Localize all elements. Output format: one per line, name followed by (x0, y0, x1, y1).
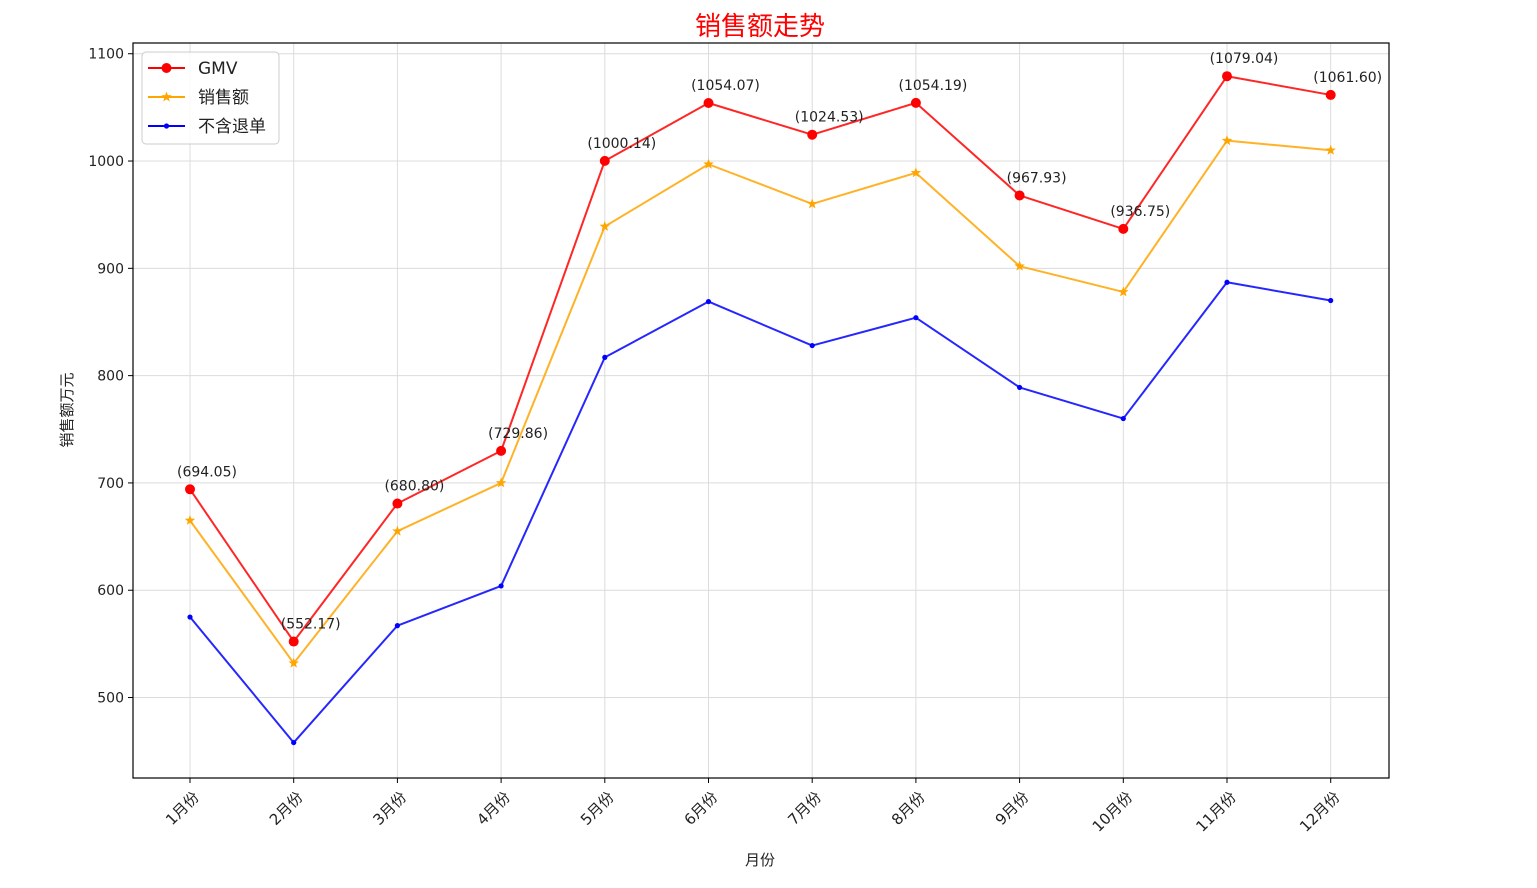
data-point (809, 342, 815, 349)
series-lines (184, 71, 1336, 746)
data-annotation: (680.80) (384, 479, 444, 495)
x-tick-label: 11月份 (1192, 788, 1239, 835)
legend-item: GMV (148, 59, 238, 79)
data-point (187, 614, 193, 620)
data-point (392, 498, 403, 509)
data-point (910, 167, 922, 178)
x-axis-label: 月份 (745, 851, 775, 869)
data-point (1328, 297, 1334, 304)
data-annotation: (1061.60) (1313, 70, 1382, 86)
data-point (496, 445, 507, 456)
data-point (163, 123, 170, 129)
data-point (288, 657, 299, 668)
legend-item: 销售额 (148, 88, 249, 108)
data-point (1014, 190, 1025, 201)
data-annotation: (1054.19) (898, 78, 967, 94)
data-point (498, 583, 504, 589)
data-point (807, 129, 818, 140)
data-point (1118, 223, 1129, 234)
data-point (705, 298, 712, 305)
series-销售额 (184, 135, 1336, 668)
y-axis-ticks: 500 600 700 800 900 1000 1100 (88, 47, 133, 707)
data-point (291, 739, 297, 746)
y-tick-label: 700 (97, 476, 124, 492)
x-tick-label: 8月份 (888, 788, 929, 829)
y-tick-label: 500 (97, 691, 124, 707)
data-point (1014, 260, 1025, 271)
data-annotation: (967.93) (1007, 170, 1067, 186)
x-tick-label: 3月份 (370, 788, 411, 829)
x-tick-label: 6月份 (681, 788, 722, 829)
data-annotation: (1079.04) (1210, 51, 1279, 67)
data-point (392, 525, 403, 536)
series-GMV (185, 71, 1336, 647)
series-line (189, 139, 1331, 665)
data-point (1118, 286, 1129, 297)
data-point (599, 220, 611, 231)
x-axis-ticks: 1月份 2月份 3月份 4月份 5月份 6月份 7月份 8月份 9月份 10月份 11月份 12月份 (162, 778, 1344, 836)
y-tick-label: 1100 (88, 47, 124, 63)
data-point (602, 354, 608, 360)
y-axis-label: 销售额万元 (58, 372, 76, 447)
data-point (161, 63, 172, 73)
plot-area-frame (132, 42, 1390, 779)
legend-label: GMV (198, 59, 238, 79)
data-annotation: (552.17) (281, 617, 341, 633)
data-point (1017, 384, 1023, 391)
data-annotation: (1000.14) (587, 136, 656, 152)
data-point (913, 315, 919, 321)
series-line (189, 75, 1331, 643)
data-point (703, 158, 714, 169)
data-point (184, 514, 196, 525)
data-annotation: (1024.53) (795, 110, 864, 126)
legend-item: 不含退单 (148, 117, 266, 137)
x-tick-label: 12月份 (1296, 788, 1343, 835)
x-tick-label: 10月份 (1089, 788, 1136, 835)
data-point (703, 98, 714, 109)
data-point (394, 623, 400, 629)
x-tick-label: 7月份 (784, 788, 825, 829)
data-annotation: (694.05) (177, 464, 237, 480)
legend-label: 销售额 (198, 88, 249, 108)
x-tick-label: 5月份 (577, 788, 618, 829)
data-point (1325, 144, 1336, 155)
data-point (161, 91, 172, 102)
y-tick-label: 1000 (88, 154, 124, 170)
series-line (189, 281, 1331, 744)
data-point (1120, 415, 1126, 422)
y-tick-label: 900 (97, 261, 124, 277)
data-point (1222, 71, 1232, 82)
data-annotation: (1054.07) (691, 78, 760, 94)
grid-lines (133, 43, 1389, 778)
data-annotations: (694.05) (552.17) (680.80) (729.86) (1000.14… (177, 51, 1382, 632)
y-tick-label: 800 (97, 369, 124, 385)
data-point (806, 198, 818, 209)
data-point (910, 97, 921, 108)
chart-title: 销售额走势 (695, 12, 825, 42)
x-tick-label: 2月份 (266, 788, 307, 829)
x-tick-label: 9月份 (992, 788, 1033, 829)
data-point (185, 484, 195, 495)
data-point (1221, 135, 1233, 146)
data-point (288, 636, 299, 647)
data-point (1224, 279, 1230, 285)
y-tick-label: 600 (97, 583, 124, 599)
legend-box (141, 51, 280, 145)
series-不含退单 (187, 279, 1334, 746)
x-tick-label: 1月份 (162, 788, 203, 829)
data-point (599, 155, 610, 166)
x-tick-label: 4月份 (473, 788, 514, 829)
data-annotation: (936.75) (1110, 204, 1170, 220)
data-point (495, 477, 507, 488)
legend-label: 不含退单 (198, 117, 266, 137)
data-annotation: (729.86) (488, 426, 548, 442)
data-point (1325, 89, 1336, 100)
